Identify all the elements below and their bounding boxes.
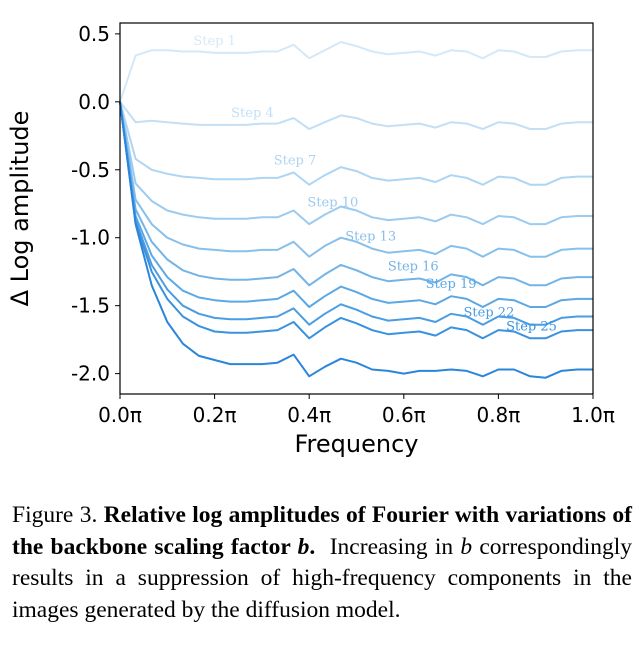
series-label-8: Step 22 — [464, 306, 515, 321]
series-line-3 — [119, 101, 593, 186]
series-label-4: Step 10 — [307, 196, 358, 211]
series-line-8 — [119, 101, 593, 326]
y-tick-label: 0.5 — [78, 22, 110, 46]
y-tick-label: -1.0 — [71, 226, 110, 250]
x-tick-label: 0.8π — [476, 403, 520, 427]
x-tick-label: 1.0π — [571, 403, 615, 427]
figure-caption: Figure 3. Relative log amplitudes of Fou… — [12, 500, 632, 626]
series-label-1: Step 1 — [193, 34, 236, 49]
series-line-1 — [119, 41, 593, 103]
series-line-7 — [119, 101, 593, 308]
series-line-2 — [119, 101, 593, 130]
x-tick-label: 0.2π — [193, 403, 237, 427]
figure: Step 1 Step 4 Step 7 Step 10 Step 13 Step 16 S… — [6, 22, 615, 458]
x-tick-label: 0.6π — [382, 403, 426, 427]
series-line-5 — [119, 101, 593, 258]
x-tick-label: 0.4π — [287, 403, 331, 427]
series-label-5: Step 13 — [345, 230, 396, 245]
y-tick-label: -2.0 — [71, 362, 110, 386]
caption-title-variable: b — [297, 533, 310, 560]
y-tick-label: 0.0 — [78, 90, 110, 114]
series-line-9 — [119, 101, 593, 340]
series-label-2: Step 4 — [231, 106, 274, 121]
series-line-6 — [119, 101, 593, 287]
x-axis-title: Frequency — [295, 430, 419, 458]
series-line-10 — [119, 101, 593, 379]
y-axis-title: Δ Log amplitude — [6, 111, 34, 307]
series-label-7: Step 19 — [426, 277, 477, 292]
series-line-4 — [119, 101, 593, 226]
caption-body-pre: Increasing in — [329, 533, 454, 560]
series-label-6: Step 16 — [388, 259, 439, 274]
caption-body-variable: b — [460, 533, 473, 560]
y-tick-label: -0.5 — [71, 158, 110, 182]
log-amplitude-chart: Step 1 Step 4 Step 7 Step 10 Step 13 Step 16 S… — [6, 22, 615, 458]
plot-frame — [119, 22, 594, 395]
y-tick-label: -1.5 — [71, 294, 110, 318]
caption-title: Relative log amplitudes of Fourier with … — [12, 502, 633, 560]
caption-body-post: correspondingly results in a suppression… — [12, 533, 633, 623]
caption-label: Figure 3. — [12, 502, 98, 528]
x-tick-label: 0.0π — [98, 403, 142, 427]
series-label-3: Step 7 — [274, 153, 317, 168]
series-label-9: Step 25 — [506, 319, 557, 334]
